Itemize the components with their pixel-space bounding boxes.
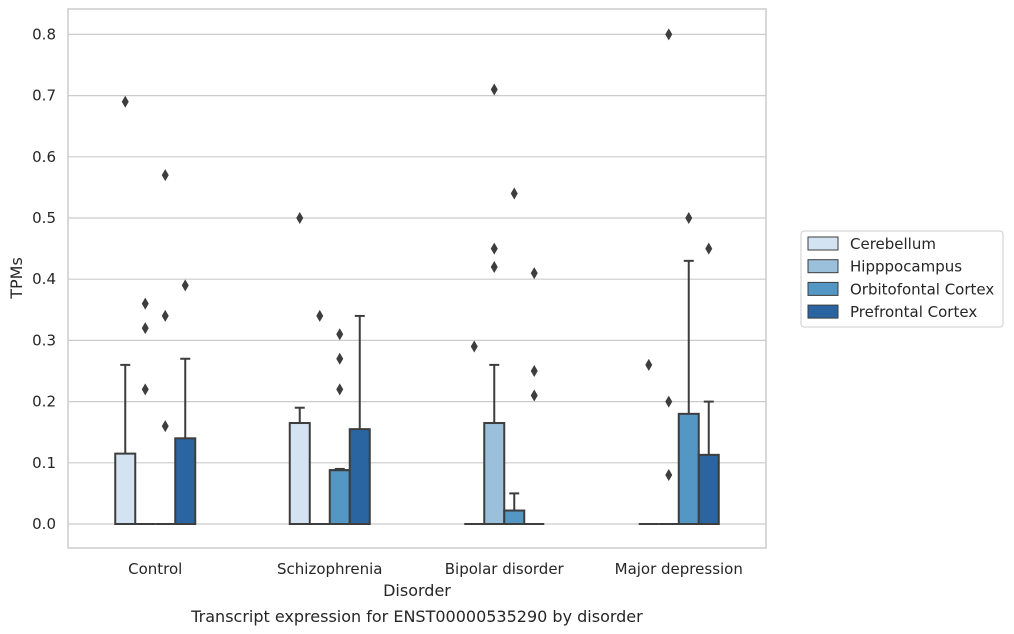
box-3-2	[524, 267, 545, 525]
x-tick-label: Major depression	[615, 560, 743, 578]
x-tick-label: Schizophrenia	[277, 560, 382, 578]
outlier-point	[336, 328, 344, 341]
box-body	[288, 422, 311, 525]
outlier-point	[121, 95, 129, 108]
box-3-3	[697, 242, 720, 525]
plot-boxes	[114, 28, 720, 526]
outlier-point	[685, 212, 693, 224]
box-0-2	[464, 340, 485, 525]
y-tick-label: 0.2	[32, 393, 56, 411]
x-axis-ticks: Control Schizophrenia Bipolar disorder Majo…	[128, 560, 743, 578]
x-axis-label: Disorder	[383, 581, 451, 600]
outlier-point	[296, 212, 304, 224]
box-3-1	[348, 314, 371, 526]
box-1-3	[658, 28, 679, 525]
outlier-point	[141, 297, 149, 310]
outlier-point	[161, 309, 169, 322]
y-axis-label: TPMs	[7, 257, 26, 300]
box-body	[328, 469, 351, 526]
outlier-point	[316, 309, 324, 322]
legend-swatch	[807, 259, 839, 274]
y-tick-label: 0.0	[32, 515, 56, 533]
x-tick-label: Control	[128, 560, 182, 578]
box-body	[174, 437, 197, 526]
box-0-1	[288, 212, 311, 525]
outlier-point	[161, 420, 169, 433]
outlier-point	[530, 267, 538, 280]
box-1-0	[135, 297, 156, 525]
y-tick-label: 0.7	[32, 87, 56, 105]
outlier-point	[490, 83, 498, 96]
outlier-point	[336, 383, 344, 396]
box-0-0	[114, 95, 137, 525]
legend-label: Orbitofontal Cortex	[850, 280, 994, 298]
box-1-1	[309, 309, 330, 525]
y-axis-ticks: 0.0 0.1 0.2 0.3 0.4 0.5 0.6 0.7 0.8	[32, 25, 56, 533]
chart-caption: Transcript expression for ENST0000053529…	[190, 607, 643, 626]
y-tick-label: 0.4	[32, 270, 56, 288]
box-body	[348, 428, 371, 526]
box-body	[503, 509, 526, 526]
outlier-point	[470, 340, 478, 353]
legend: Cerebellum Hipppocampus Orbitofontal Corte…	[800, 230, 1004, 328]
plot-area-frame	[67, 8, 767, 549]
y-tick-label: 0.6	[32, 148, 56, 166]
box-2-2	[503, 187, 526, 526]
box-0-3	[638, 358, 659, 525]
box-3-0	[174, 279, 197, 526]
box-2-0	[155, 169, 176, 525]
box-2-3	[677, 212, 700, 525]
outlier-point	[181, 279, 189, 292]
x-tick-label: Bipolar disorder	[445, 560, 565, 578]
outlier-point	[141, 322, 149, 335]
legend-label: Hipppocampus	[850, 258, 962, 276]
outlier-point	[161, 169, 169, 182]
y-tick-label: 0.5	[32, 209, 56, 227]
outlier-point	[336, 352, 344, 365]
outlier-point	[530, 365, 538, 377]
outlier-point	[490, 260, 498, 273]
y-tick-label: 0.8	[32, 25, 56, 43]
outlier-point	[705, 242, 713, 255]
box-1-2	[483, 83, 506, 525]
outlier-point	[141, 383, 149, 396]
legend-swatch	[807, 304, 839, 319]
legend-label: Prefrontal Cortex	[850, 303, 977, 321]
outlier-point	[490, 242, 498, 255]
box-body	[483, 422, 506, 525]
box-body	[677, 412, 700, 525]
outlier-point	[530, 389, 538, 402]
outlier-point	[645, 358, 653, 371]
legend-label: Cerebellum	[850, 235, 936, 253]
legend-swatch	[807, 281, 839, 296]
box-body	[114, 452, 137, 525]
box-body	[697, 453, 720, 525]
outlier-point	[665, 469, 673, 482]
outlier-point	[665, 395, 673, 408]
legend-swatch	[807, 236, 839, 251]
y-tick-label: 0.1	[32, 454, 56, 472]
y-tick-label: 0.3	[32, 331, 56, 349]
outlier-point	[510, 187, 518, 200]
outlier-point	[665, 28, 673, 41]
legend-frame	[800, 230, 1004, 328]
